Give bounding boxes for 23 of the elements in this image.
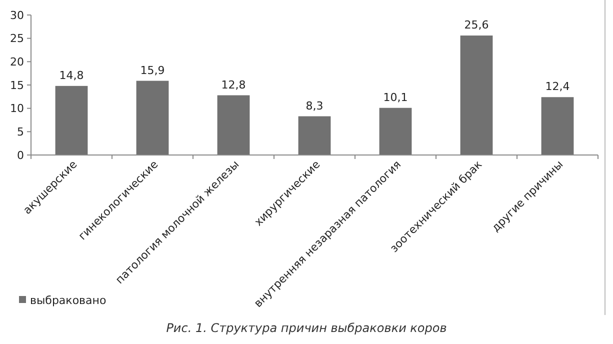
bar <box>217 95 250 155</box>
bar <box>541 97 574 155</box>
bar <box>460 36 493 155</box>
bar <box>55 86 88 155</box>
y-tick-label: 5 <box>17 126 24 139</box>
y-tick-label: 10 <box>10 102 24 116</box>
bar <box>136 80 169 155</box>
bar <box>298 116 331 155</box>
y-tick-label: 15 <box>10 78 24 92</box>
y-tick-label: 30 <box>10 8 24 22</box>
text: 14,8 <box>59 68 84 82</box>
text: 25,6 <box>464 18 489 32</box>
text: 8,3 <box>306 99 324 112</box>
text: 12,8 <box>221 78 246 92</box>
bar <box>379 108 412 155</box>
y-tick-label: 25 <box>10 32 24 46</box>
text: 10,1 <box>383 90 408 104</box>
text: 12,4 <box>545 80 570 94</box>
y-tick-label: 0 <box>17 148 24 162</box>
text: Рис. 1. Структура причин выбраковки коров <box>166 321 447 335</box>
text: 15,9 <box>140 64 165 77</box>
legend-label: выбраковано <box>30 294 106 307</box>
y-tick-label: 20 <box>10 56 24 69</box>
